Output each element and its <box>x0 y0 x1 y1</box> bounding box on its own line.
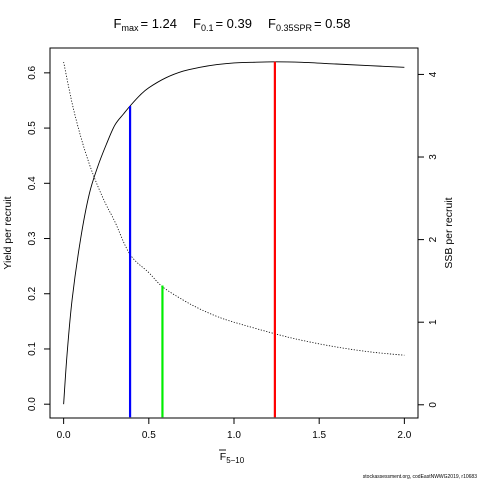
y-right-tick-label-4: 4 <box>428 71 439 77</box>
y-right-tick-label-1: 1 <box>428 319 439 325</box>
y-left-tick-label-0: 0.0 <box>27 397 38 411</box>
yield-per-recruit-line <box>63 61 405 405</box>
curves <box>63 61 405 405</box>
x-axis-label-subscript: 5−10 <box>226 456 245 465</box>
title-subscript-1: 0.1 <box>201 23 214 33</box>
title-value-0: = 1.24 <box>140 16 177 31</box>
title-symbol-0: F <box>114 16 122 31</box>
reference-lines <box>128 61 276 418</box>
x-tick-label-3: 1.5 <box>312 430 326 441</box>
y-left-tick-label-5: 0.5 <box>27 121 38 135</box>
y-left-tick-label-4: 0.4 <box>27 176 38 190</box>
x-axis: 0.0 0.5 1.0 1.5 2.0 <box>57 418 412 441</box>
title-symbol-2: F <box>268 16 276 31</box>
x-axis-label-symbol: F <box>220 451 226 463</box>
x-tick-label-2: 1.0 <box>227 430 241 441</box>
y-axis-right: 0 1 2 3 4 <box>418 71 439 408</box>
plot-frame <box>49 47 419 419</box>
y-right-tick-label-0: 0 <box>428 402 439 408</box>
y-axis-right-label: SSB per recruit <box>443 197 455 268</box>
footer-note: stockassessment.org, codEastNWWG2019, r1… <box>363 474 477 480</box>
y-left-tick-label-6: 0.6 <box>27 65 38 79</box>
chart-title: Fmax = 1.24 F0.1 = 0.39 F0.35SPR = 0.58 <box>114 16 351 33</box>
x-tick-label-0: 0.0 <box>57 430 71 441</box>
title-subscript-0: max <box>121 23 139 33</box>
y-left-tick-label-2: 0.2 <box>27 286 38 300</box>
title-value-1: = 0.39 <box>215 16 252 31</box>
x-tick-label-4: 2.0 <box>397 430 411 441</box>
title-text: Fmax = 1.24 F0.1 = 0.39 F0.35SPR = 0.58 <box>114 16 351 33</box>
y-axis-left: 0.0 0.1 0.2 0.3 0.4 0.5 0.6 <box>27 65 50 411</box>
y-right-tick-label-2: 2 <box>428 236 439 242</box>
title-subscript-2: 0.35SPR <box>276 23 313 33</box>
title-symbol-1: F <box>193 16 201 31</box>
ssb-per-recruit-line <box>63 61 405 356</box>
x-tick-label-1: 0.5 <box>142 430 156 441</box>
x-axis-label-text: F5−10 <box>220 451 245 465</box>
y-axis-left-label: Yield per recruit <box>2 196 14 269</box>
y-right-tick-label-3: 3 <box>428 154 439 160</box>
title-value-2: = 0.58 <box>314 16 351 31</box>
y-left-tick-label-1: 0.1 <box>27 342 38 356</box>
y-left-tick-label-3: 0.3 <box>27 231 38 245</box>
x-axis-label: F5−10 <box>219 449 245 465</box>
